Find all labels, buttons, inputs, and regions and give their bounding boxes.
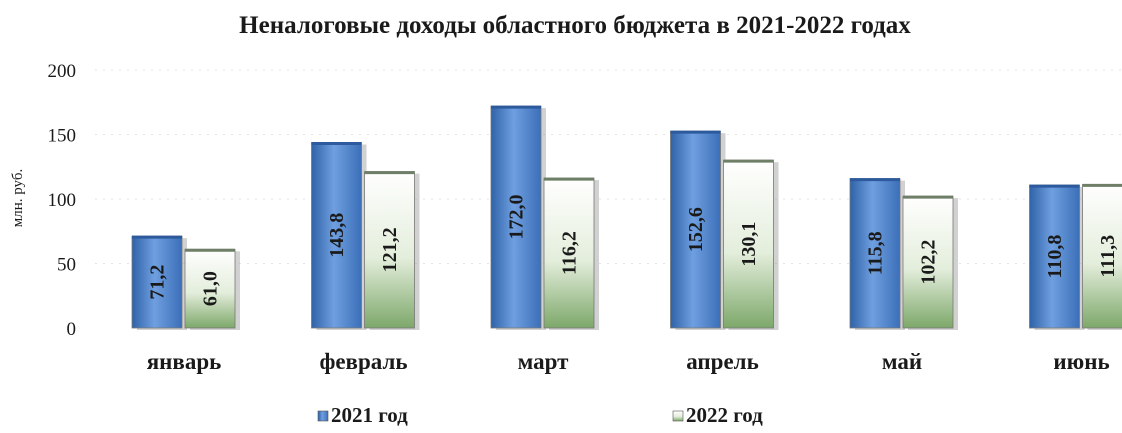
data-label: 110,8	[1044, 235, 1066, 279]
data-label: 143,8	[326, 213, 348, 258]
data-label: 172,0	[506, 195, 528, 240]
y-tick-label: 0	[67, 319, 77, 340]
x-tick-label: февраль	[319, 349, 407, 374]
y-tick-label: 150	[48, 126, 77, 147]
data-label: 152,6	[685, 207, 707, 252]
data-label: 116,2	[559, 231, 581, 275]
data-label: 61,0	[200, 271, 222, 306]
data-label: 121,2	[379, 227, 401, 272]
y-axis-label: млн. руб.	[10, 169, 26, 228]
x-tick-label: май	[882, 349, 922, 374]
data-label: 102,2	[918, 240, 940, 285]
x-tick-label: апрель	[686, 349, 759, 374]
gridlines	[95, 70, 1122, 264]
legend-label-2022: 2022 год	[686, 403, 763, 427]
chart-title: Неналоговые доходы областного бюджета в …	[239, 12, 911, 39]
legend-swatch-2021	[318, 411, 328, 421]
x-tick-label: март	[518, 349, 569, 374]
x-axis-ticks: январь февраль март апрель май июнь	[147, 349, 1110, 374]
y-tick-label: 200	[48, 61, 77, 82]
legend-label-2021: 2021 год	[331, 403, 408, 427]
data-label: 111,3	[1097, 235, 1119, 278]
data-label: 115,8	[865, 231, 887, 275]
y-tick-label: 100	[48, 190, 77, 211]
data-label: 130,1	[738, 222, 760, 267]
data-label: 71,2	[147, 265, 169, 300]
bars: 71,2 61,0 143,8 121,2 172,0 116,2 152,6 130,1 11…	[132, 106, 1122, 330]
legend-swatch-2022	[673, 411, 683, 421]
x-tick-label: январь	[147, 349, 222, 374]
y-axis-ticks: 0 50 100 150 200	[48, 61, 77, 340]
legend: 2021 год 2022 год	[318, 403, 763, 427]
x-tick-label: июнь	[1053, 349, 1109, 374]
y-tick-label: 50	[57, 255, 76, 276]
